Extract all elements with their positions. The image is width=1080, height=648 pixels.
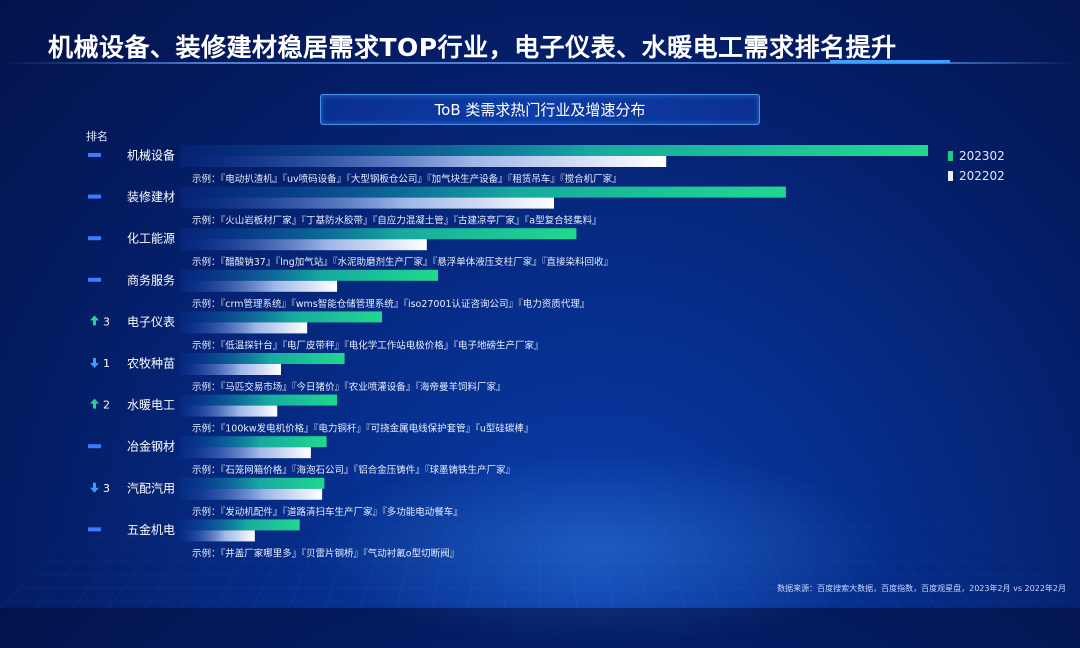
example-text: 示例：『crm管理系统』『wms智能仓储管理系统』『iso27001认证咨询公司…	[192, 298, 589, 310]
rank-steady-icon	[88, 444, 101, 448]
category-label: 化工能源	[127, 232, 175, 246]
example-text: 示例：『100kw发电机价格』『电力铜杆』『可挠金属电线保护套管』『u型硅碳棒』	[192, 423, 533, 435]
category-label: 商务服务	[127, 272, 175, 287]
example-text: 示例：『电动扒渣机』『uv喷码设备』『大型钢板仓公司』『加气块生产设备』『租赁吊…	[192, 173, 622, 185]
legend-item-202302: 202302	[948, 146, 1005, 166]
bar-202302	[180, 353, 345, 364]
rank-down-arrow-icon	[90, 483, 99, 493]
bar-chart: 机械设备示例：『电动扒渣机』『uv喷码设备』『大型钢板仓公司』『加气块生产设备』…	[0, 0, 1080, 608]
bar-202302	[180, 478, 324, 489]
rank-down-arrow-icon	[90, 358, 99, 368]
bar-202202	[180, 156, 666, 167]
legend-swatch	[948, 171, 953, 181]
bar-202302	[180, 395, 337, 406]
legend-item-202202: 202202	[948, 166, 1005, 186]
category-label: 机械设备	[127, 148, 175, 163]
rank-change-number: 1	[103, 357, 110, 370]
bar-202202	[180, 530, 255, 541]
example-text: 示例：『石笼网箱价格』『海泡石公司』『铝合金压铸件』『球墨铸铁生产厂家』	[192, 464, 515, 476]
bar-202202	[180, 489, 322, 500]
rank-steady-icon	[88, 153, 101, 157]
bar-202302	[180, 228, 576, 239]
rank-steady-icon	[88, 236, 101, 240]
legend-swatch	[948, 151, 953, 161]
bar-202202	[180, 239, 427, 250]
rank-change-number: 3	[103, 315, 110, 328]
legend-label: 202202	[959, 169, 1005, 183]
rank-change-number: 2	[103, 399, 110, 412]
bar-202202	[180, 406, 277, 417]
category-label: 五金机电	[127, 522, 175, 537]
bar-202202	[180, 364, 281, 375]
chart-legend: 202302 202202	[948, 146, 1005, 186]
example-text: 示例：『井盖厂家哪里多』『贝雷片钢桥』『气动衬氟o型切断阀』	[192, 547, 459, 559]
category-label: 农牧种苗	[127, 357, 175, 371]
category-label: 冶金钢材	[127, 439, 175, 454]
bar-202302	[180, 436, 327, 447]
bar-202302	[180, 311, 382, 322]
bar-202302	[180, 519, 300, 530]
rank-change-number: 3	[103, 482, 110, 495]
legend-label: 202302	[959, 149, 1005, 163]
rank-steady-icon	[88, 195, 101, 199]
bar-202302	[180, 270, 438, 281]
category-label: 水暖电工	[127, 398, 175, 412]
category-label: 汽配汽用	[127, 480, 175, 495]
rank-up-arrow-icon	[90, 399, 99, 409]
rank-steady-icon	[88, 527, 101, 531]
rank-up-arrow-icon	[90, 315, 99, 325]
example-text: 示例：『马匹交易市场』『今日猪价』『农业喷灌设备』『海帝曼羊饲料厂家』	[192, 381, 506, 393]
bar-202202	[180, 447, 311, 458]
example-text: 示例：『低温探针台』『电厂皮带秤』『电化学工作站电极价格』『电子地磅生产厂家』	[192, 339, 544, 351]
bar-202202	[180, 322, 307, 333]
bar-202202	[180, 281, 337, 292]
bar-202202	[180, 198, 554, 209]
bar-202302	[180, 145, 928, 156]
example-text: 示例：『发动机配件』『道路清扫车生产厂家』『多功能电动餐车』	[192, 506, 463, 518]
data-source: 数据来源：百度搜索大数据，百度指数，百度观星盘，2023年2月 vs 2022年…	[777, 583, 1066, 594]
bar-202302	[180, 187, 786, 198]
example-text: 示例：『火山岩板材厂家』『丁基防水胶带』『自应力混凝土管』『古建凉亭厂家』『a型…	[192, 215, 602, 227]
category-label: 电子仪表	[127, 315, 175, 329]
example-text: 示例：『醋酸钠37』『lng加气站』『水泥助磨剂生产厂家』『悬浮单体液压支柱厂家…	[192, 256, 613, 268]
category-label: 装修建材	[127, 189, 175, 204]
rank-steady-icon	[88, 278, 101, 282]
